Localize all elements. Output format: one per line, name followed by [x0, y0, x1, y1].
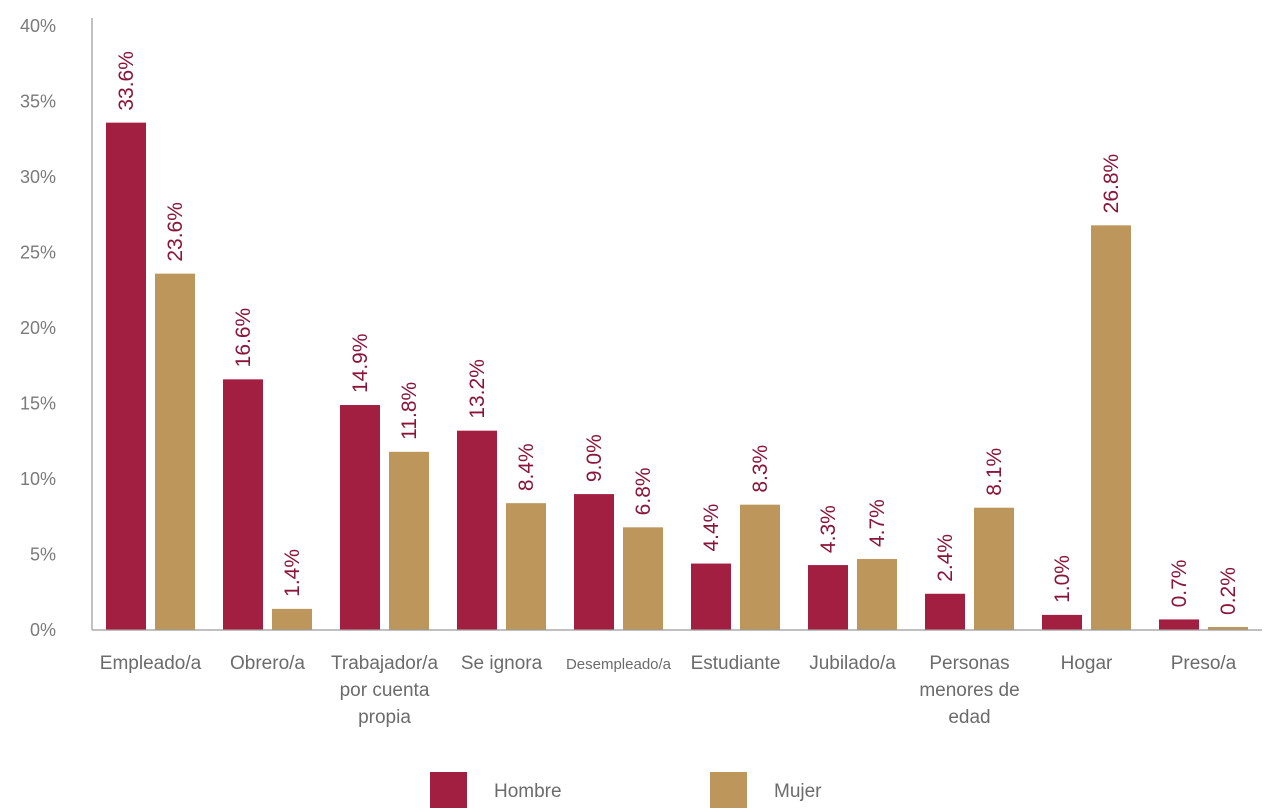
- data-label-mujer-5: 8.3%: [749, 445, 772, 493]
- y-tick-label: 40%: [20, 16, 56, 36]
- bar-mujer-2: [389, 451, 429, 630]
- legend-swatch-hombre: [430, 772, 467, 808]
- data-label-hombre-1: 16.6%: [232, 308, 255, 368]
- x-tick-label: Se ignora: [461, 653, 543, 674]
- data-label-hombre-4: 9.0%: [583, 434, 606, 482]
- x-tick-label: Jubilado/a: [809, 653, 896, 674]
- bars: [106, 122, 1248, 630]
- x-tick-label: Trabajador/a: [331, 653, 438, 674]
- x-tick-label: Obrero/a: [230, 653, 305, 674]
- bar-mujer-0: [155, 273, 195, 630]
- y-axis: 0% 5% 10% 15% 20% 25% 30% 35% 40%: [20, 16, 93, 640]
- bar-mujer-1: [272, 608, 312, 630]
- data-label-mujer-0: 23.6%: [164, 202, 187, 262]
- bar-mujer-7: [974, 507, 1014, 630]
- data-label-mujer-8: 26.8%: [1100, 154, 1123, 214]
- bar-hombre-0: [106, 122, 146, 630]
- data-label-mujer-9: 0.2%: [1217, 567, 1240, 615]
- y-tick-label: 20%: [20, 318, 56, 338]
- data-label-mujer-3: 8.4%: [515, 443, 538, 491]
- bar-mujer-4: [623, 527, 663, 630]
- bar-hombre-9: [1159, 619, 1199, 630]
- y-tick-label: 0%: [30, 620, 56, 640]
- data-labels: 33.6% 23.6% 16.6% 1.4% 14.9% 11.8% 13.2% 8.4% 9.…: [115, 51, 1240, 615]
- x-axis: Empleado/a Obrero/a Trabajador/a por cuenta…: [92, 629, 1262, 728]
- x-tick-label: Estudiante: [691, 653, 781, 674]
- legend: Hombre Mujer: [430, 772, 822, 808]
- x-tick-label: edad: [948, 707, 990, 728]
- x-tick-label: Empleado/a: [100, 653, 202, 674]
- bar-hombre-1: [223, 379, 263, 630]
- data-label-hombre-8: 1.0%: [1051, 555, 1074, 603]
- bar-mujer-5: [740, 504, 780, 630]
- data-label-mujer-6: 4.7%: [866, 499, 889, 547]
- data-label-mujer-4: 6.8%: [632, 467, 655, 515]
- x-tick-label: Desempleado/a: [566, 656, 672, 673]
- y-tick-label: 5%: [30, 545, 56, 565]
- x-tick-label: por cuenta: [340, 680, 430, 701]
- bar-hombre-7: [925, 593, 965, 630]
- data-label-mujer-2: 11.8%: [398, 382, 421, 440]
- bar-hombre-6: [808, 565, 848, 630]
- bar-mujer-9: [1208, 626, 1248, 630]
- x-tick-label: menores de: [919, 680, 1019, 701]
- bar-mujer-8: [1091, 225, 1131, 630]
- y-tick-label: 25%: [20, 243, 56, 263]
- data-label-hombre-5: 4.4%: [700, 504, 723, 552]
- data-label-mujer-7: 8.1%: [983, 448, 1006, 496]
- data-label-hombre-6: 4.3%: [817, 505, 840, 553]
- bar-mujer-3: [506, 503, 546, 630]
- bar-hombre-3: [457, 430, 497, 630]
- x-tick-label: propia: [358, 707, 411, 728]
- x-tick-label: Hogar: [1061, 653, 1113, 674]
- data-label-hombre-3: 13.2%: [466, 359, 489, 419]
- bar-hombre-4: [574, 494, 614, 630]
- legend-swatch-mujer: [710, 772, 747, 808]
- y-tick-label: 15%: [20, 394, 56, 414]
- bar-hombre-8: [1042, 614, 1082, 630]
- y-tick-label: 35%: [20, 92, 56, 112]
- bar-hombre-2: [340, 405, 380, 630]
- legend-label-hombre: Hombre: [494, 781, 562, 802]
- data-label-hombre-2: 14.9%: [349, 333, 372, 393]
- data-label-hombre-0: 33.6%: [115, 51, 138, 111]
- y-tick-label: 10%: [20, 469, 56, 489]
- x-tick-label: Preso/a: [1171, 653, 1237, 674]
- data-label-hombre-7: 2.4%: [934, 534, 957, 582]
- bar-hombre-5: [691, 563, 731, 630]
- x-tick-label: Personas: [929, 653, 1009, 674]
- data-label-hombre-9: 0.7%: [1168, 560, 1191, 608]
- legend-label-mujer: Mujer: [774, 781, 822, 802]
- y-tick-label: 30%: [20, 167, 56, 187]
- bar-mujer-6: [857, 559, 897, 630]
- data-label-mujer-1: 1.4%: [281, 549, 304, 597]
